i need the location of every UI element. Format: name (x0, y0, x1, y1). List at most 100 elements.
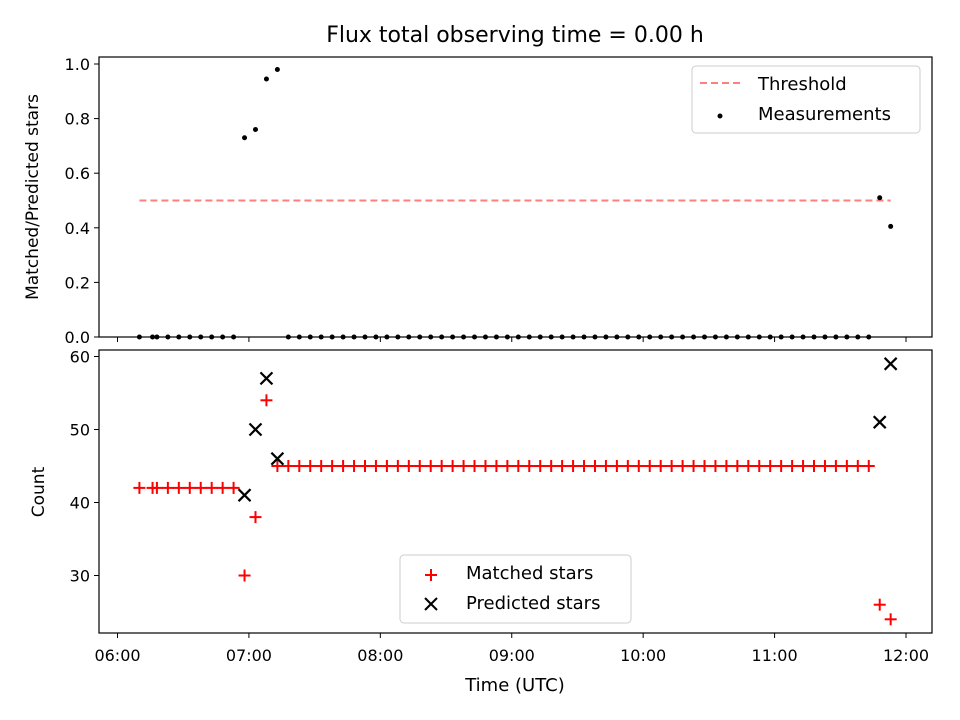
matched-star-marker (337, 460, 350, 472)
matched-star-marker (862, 460, 875, 472)
matched-star-marker (599, 460, 612, 472)
matched-star-marker (512, 460, 525, 472)
measurement-point (888, 223, 894, 229)
bottom-ylabel: Count (29, 466, 49, 517)
matched-star-marker (775, 460, 788, 472)
bottom-ytick-label: 40 (70, 494, 90, 513)
legend-matched-label: Matched stars (466, 563, 593, 584)
matched-star-marker (183, 481, 196, 494)
matched-star-marker (687, 460, 700, 472)
predicted-star-marker (237, 488, 252, 502)
figure-title: Flux total observing time = 0.00 h (326, 23, 704, 48)
legend-predicted-swatch (424, 597, 438, 611)
predicted-star-marker (248, 422, 263, 437)
bottom-xtick-label: 10:00 (620, 646, 666, 665)
matched-star-marker (468, 460, 481, 472)
legend-measurements-label: Measurements (758, 104, 891, 125)
matched-star-marker (610, 460, 623, 472)
top-ytick-label: 0.4 (65, 219, 90, 238)
matched-star-marker (643, 460, 656, 472)
top-ylabel: Matched/Predicted stars (23, 94, 43, 300)
matched-star-marker (742, 460, 755, 472)
bottom-xtick-label: 11:00 (752, 646, 798, 665)
matched-star-marker (873, 598, 886, 611)
matched-star-marker (326, 460, 339, 472)
legend-threshold-label: Threshold (757, 74, 847, 95)
top-panel: 0.0 0.2 0.4 0.6 0.8 1.0 Matched/Predicted sta… (23, 55, 933, 347)
top-ytick-label: 0.0 (65, 328, 90, 347)
matched-star-marker (304, 460, 317, 472)
matched-star-marker (621, 460, 634, 472)
bottom-legend-box (399, 554, 632, 624)
matched-star-marker (424, 460, 437, 472)
matched-star-marker (797, 460, 810, 472)
matched-star-marker (884, 613, 897, 626)
matched-star-marker (249, 511, 262, 524)
matched-star-marker (150, 481, 163, 494)
matched-star-marker (829, 460, 842, 472)
matched-star-marker (391, 460, 404, 472)
bottom-panel: 30 40 50 60 06:00 07:00 08:00 09:00 10:00 11:00 12… (29, 348, 933, 696)
matched-star-marker (818, 460, 831, 472)
legend-measurements-swatch (717, 113, 723, 119)
matched-star-marker (588, 460, 601, 472)
top-legend: Threshold Measurements (691, 65, 921, 134)
x-axis-label: Time (UTC) (464, 675, 565, 696)
bottom-xtick-label: 08:00 (357, 646, 403, 665)
legend-predicted-label: Predicted stars (466, 593, 600, 614)
measurement-point (263, 76, 269, 82)
matched-star-marker (709, 460, 722, 472)
bottom-legend: Matched stars Predicted stars (399, 554, 632, 624)
matched-star-marker (654, 460, 667, 472)
measurement-point (877, 195, 883, 201)
matched-star-marker (402, 460, 415, 472)
bottom-ytick-label: 60 (70, 348, 90, 367)
top-ytick-label: 0.8 (65, 110, 90, 129)
matched-star-marker (840, 460, 853, 472)
matched-star-marker (764, 460, 777, 472)
matched-star-marker (457, 460, 470, 472)
matched-star-marker (216, 481, 229, 494)
matched-star-marker (808, 460, 821, 472)
matched-star-marker (133, 481, 146, 494)
matched-star-marker (315, 460, 328, 472)
top-ytick-label: 0.6 (65, 164, 90, 183)
matched-star-marker (731, 460, 744, 472)
bottom-xtick-label: 12:00 (883, 646, 929, 665)
bottom-ytick-label: 50 (70, 421, 90, 440)
matched-star-marker (753, 460, 766, 472)
matched-star-marker (238, 569, 251, 582)
matched-star-marker (227, 481, 240, 494)
matched-star-marker (578, 460, 591, 472)
matched-star-marker (271, 460, 284, 472)
matched-star-marker (205, 481, 218, 494)
matched-star-marker (786, 460, 799, 472)
matched-star-marker (161, 481, 174, 494)
predicted-star-marker (259, 371, 274, 386)
matched-star-marker (359, 460, 372, 472)
top-ytick-label: 0.2 (65, 273, 90, 292)
matched-star-marker (435, 460, 448, 472)
legend-matched-swatch (425, 569, 437, 581)
predicted-star-marker (270, 451, 285, 466)
matched-star-marker (632, 460, 645, 472)
matched-star-marker (282, 460, 295, 472)
matched-star-marker (698, 460, 711, 472)
bottom-xtick-label: 06:00 (94, 646, 140, 665)
matched-star-marker (851, 460, 864, 472)
measurement-point (242, 135, 248, 141)
matched-star-marker (413, 460, 426, 472)
matched-star-marker (446, 460, 459, 472)
predicted-star-marker (872, 415, 887, 429)
predicted-star-marker (883, 357, 898, 371)
matched-star-marker (556, 460, 569, 472)
measurement-point (252, 127, 258, 133)
measurement-point (274, 66, 280, 72)
matched-star-marker (348, 460, 361, 472)
top-legend-box (691, 65, 921, 134)
matched-star-marker (665, 460, 678, 472)
matched-star-marker (369, 460, 382, 472)
bottom-xtick-label: 09:00 (489, 646, 535, 665)
matched-star-marker (479, 460, 492, 472)
